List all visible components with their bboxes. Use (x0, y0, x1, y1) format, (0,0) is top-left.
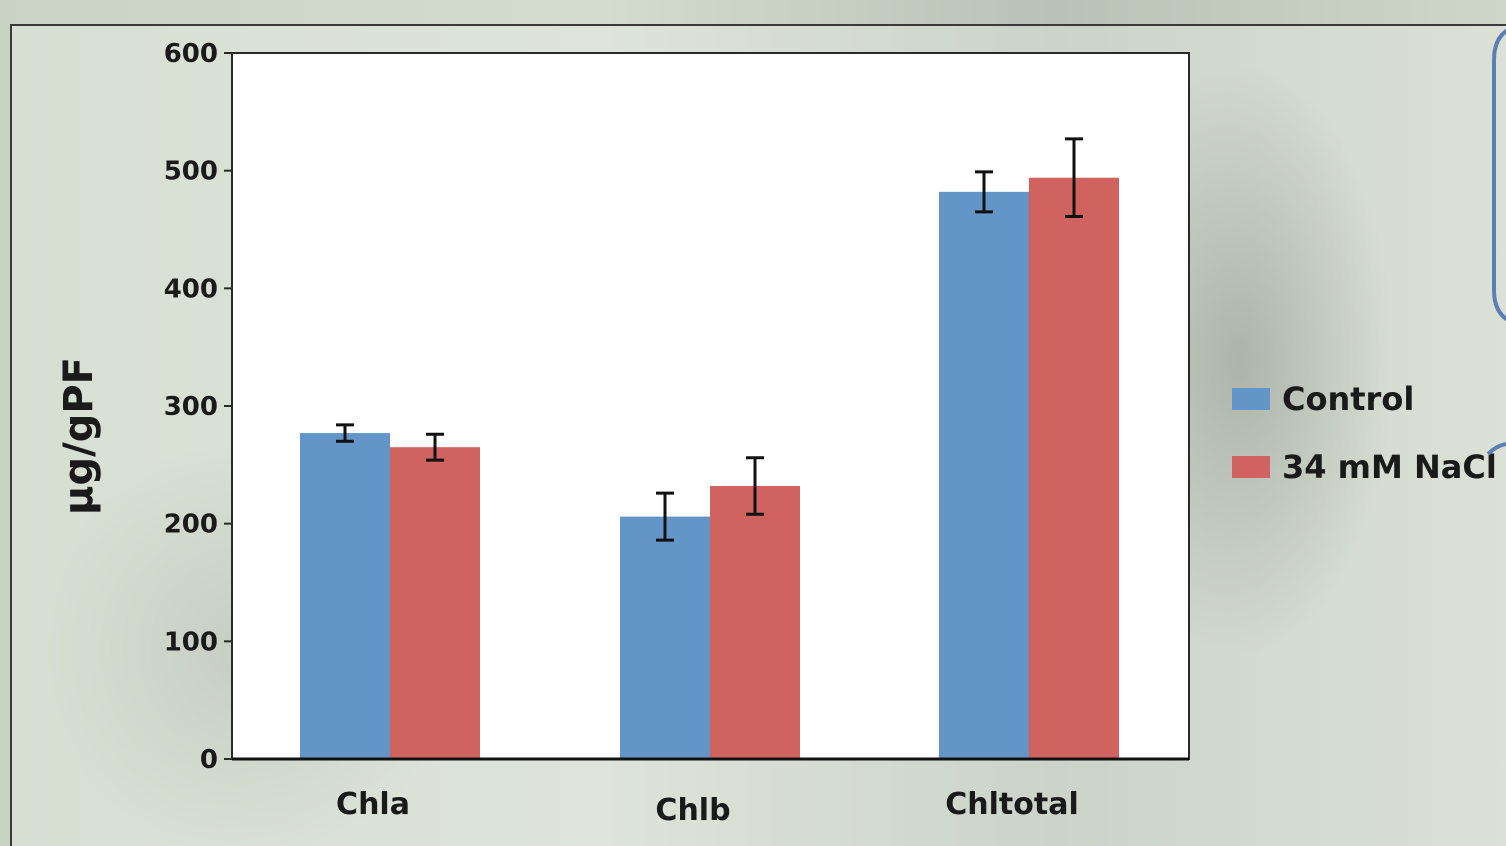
y-tick-label: 100 (164, 627, 218, 657)
x-category-label: Chla (336, 787, 410, 822)
bar-34-mm-nacl-chltotal (1029, 177, 1119, 759)
legend-label: Control (1282, 380, 1414, 418)
y-tick-label: 500 (164, 157, 218, 187)
x-category-label: Chlb (655, 793, 730, 828)
bar-control-chltotal (939, 191, 1029, 759)
legend-swatch (1232, 388, 1270, 410)
bar-34-mm-nacl-chla (390, 447, 480, 759)
x-category-label: Chltotal (945, 787, 1078, 822)
y-tick-label: 600 (164, 39, 218, 69)
y-tick-label: 200 (164, 510, 218, 540)
callout-pointer (1486, 442, 1506, 456)
callout-box-edge (1492, 23, 1506, 321)
legend-label: 34 mM NaCl (1282, 448, 1497, 486)
y-tick-label: 0 (200, 745, 218, 775)
y-tick-label: 300 (164, 392, 218, 422)
y-tick-label: 400 (164, 274, 218, 304)
bar-34-mm-nacl-chlb (710, 486, 800, 759)
bar-control-chlb (620, 516, 710, 759)
legend: Control 34 mM NaCl (1232, 380, 1497, 486)
bar-control-chla (300, 433, 390, 759)
y-axis-label: µg/gPF (56, 357, 102, 515)
legend-swatch (1232, 456, 1270, 478)
